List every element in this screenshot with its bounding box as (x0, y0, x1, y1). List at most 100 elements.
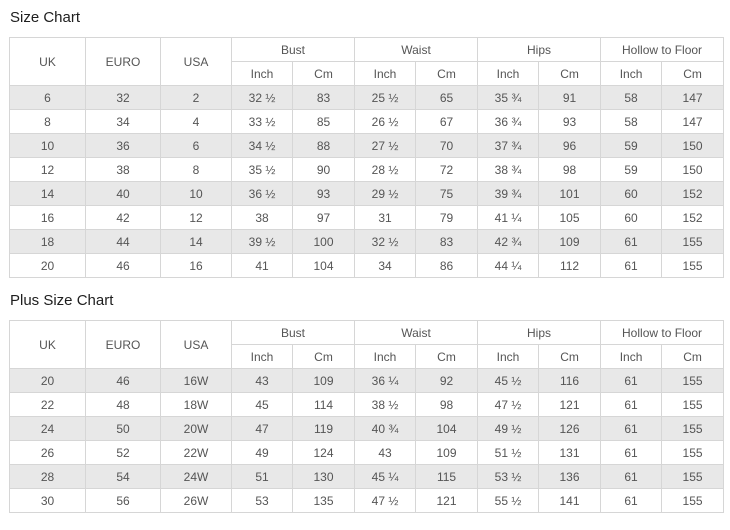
header-usa: USA (160, 37, 232, 86)
size-cell: 18 (9, 229, 86, 254)
size-cell: 49 (231, 440, 293, 465)
size-cell: 35 ¾ (477, 85, 540, 110)
size-cell: 93 (538, 109, 602, 134)
size-cell: 45 (231, 392, 293, 417)
header-bust-cm: Cm (291, 61, 356, 86)
size-cell: 44 ¼ (477, 253, 540, 278)
size-cell: 60 (600, 181, 663, 206)
header-hips-cm: Cm (538, 344, 602, 369)
size-cell: 58 (600, 85, 663, 110)
size-chart-title: Size Chart (10, 9, 81, 26)
size-cell: 8 (9, 109, 86, 134)
size-cell: 121 (415, 488, 479, 513)
size-cell: 20 (9, 368, 86, 393)
header-bust: Bust (230, 37, 356, 62)
size-cell: 4 (160, 109, 232, 134)
size-cell: 147 (661, 85, 725, 110)
size-cell: 6 (160, 133, 232, 158)
header-waist-inch: Inch (354, 344, 417, 369)
size-cell: 112 (538, 253, 602, 278)
size-cell: 152 (661, 205, 725, 230)
size-cell: 61 (600, 488, 663, 513)
size-cell: 18W (160, 392, 232, 417)
header-hips: Hips (477, 320, 602, 345)
header-hips: Hips (477, 37, 602, 62)
size-cell: 43 (354, 440, 417, 465)
size-cell: 61 (600, 368, 663, 393)
size-cell: 83 (291, 85, 356, 110)
size-cell: 36 (85, 133, 161, 158)
size-cell: 97 (291, 205, 356, 230)
size-cell: 6 (9, 85, 86, 110)
size-row: 26 52 22W 49 124 43 109 51 ½ 131 61 155 (9, 440, 725, 465)
size-cell: 93 (291, 181, 356, 206)
size-cell: 40 (85, 181, 161, 206)
header-hollow-to-floor-cm: Cm (661, 344, 725, 369)
header-bust-inch: Inch (231, 61, 293, 86)
size-cell: 14 (9, 181, 86, 206)
size-cell: 98 (538, 157, 602, 182)
size-cell: 12 (9, 157, 86, 182)
size-cell: 59 (600, 157, 663, 182)
size-cell: 50 (85, 416, 161, 441)
size-cell: 155 (661, 440, 725, 465)
size-cell: 22 (9, 392, 86, 417)
size-cell: 141 (538, 488, 602, 513)
header-hips-inch: Inch (477, 61, 540, 86)
size-cell: 155 (661, 229, 725, 254)
size-cell: 42 ¾ (477, 229, 540, 254)
size-cell: 116 (538, 368, 602, 393)
size-cell: 20 (9, 253, 86, 278)
header-hips-inch: Inch (477, 344, 540, 369)
size-cell: 25 ½ (354, 85, 417, 110)
header-waist-cm: Cm (415, 344, 479, 369)
size-cell: 135 (291, 488, 356, 513)
size-cell: 26W (160, 488, 232, 513)
size-cell: 56 (85, 488, 161, 513)
size-cell: 96 (538, 133, 602, 158)
size-cell: 44 (85, 229, 161, 254)
size-cell: 75 (415, 181, 479, 206)
header-bust: Bust (230, 320, 356, 345)
size-cell: 8 (160, 157, 232, 182)
size-chart-section: Size Chart UK EURO USA Bust Waist Hips Hollow … (9, 8, 725, 278)
size-cell: 51 (231, 464, 293, 489)
size-cell: 119 (291, 416, 356, 441)
size-cell: 49 ½ (477, 416, 540, 441)
size-cell: 34 (85, 109, 161, 134)
size-cell: 115 (415, 464, 479, 489)
size-cell: 32 ½ (231, 85, 293, 110)
size-cell: 98 (415, 392, 479, 417)
size-cell: 40 ¾ (354, 416, 417, 441)
size-cell: 43 (231, 368, 293, 393)
header-waist-inch: Inch (354, 61, 417, 86)
header-hollow-to-floor-inch: Inch (600, 344, 663, 369)
header-hollow-to-floor: Hollow to Floor (600, 320, 725, 345)
size-cell: 47 ½ (354, 488, 417, 513)
header-usa: USA (160, 320, 232, 369)
size-cell: 28 (9, 464, 86, 489)
size-cell: 86 (415, 253, 479, 278)
size-cell: 45 ½ (477, 368, 540, 393)
size-cell: 10 (9, 133, 86, 158)
size-cell: 53 (231, 488, 293, 513)
size-cell: 29 ½ (354, 181, 417, 206)
size-cell: 155 (661, 392, 725, 417)
header-uk: UK (9, 320, 86, 369)
size-cell: 109 (538, 229, 602, 254)
size-cell: 16W (160, 368, 232, 393)
size-cell: 38 (231, 205, 293, 230)
size-cell: 31 (354, 205, 417, 230)
size-cell: 152 (661, 181, 725, 206)
size-cell: 121 (538, 392, 602, 417)
size-cell: 150 (661, 133, 725, 158)
size-cell: 52 (85, 440, 161, 465)
size-cell: 48 (85, 392, 161, 417)
header-euro: EURO (85, 320, 161, 369)
size-cell: 46 (85, 368, 161, 393)
size-cell: 91 (538, 85, 602, 110)
size-cell: 104 (291, 253, 356, 278)
size-cell: 39 ¾ (477, 181, 540, 206)
size-cell: 61 (600, 440, 663, 465)
size-cell: 104 (415, 416, 479, 441)
